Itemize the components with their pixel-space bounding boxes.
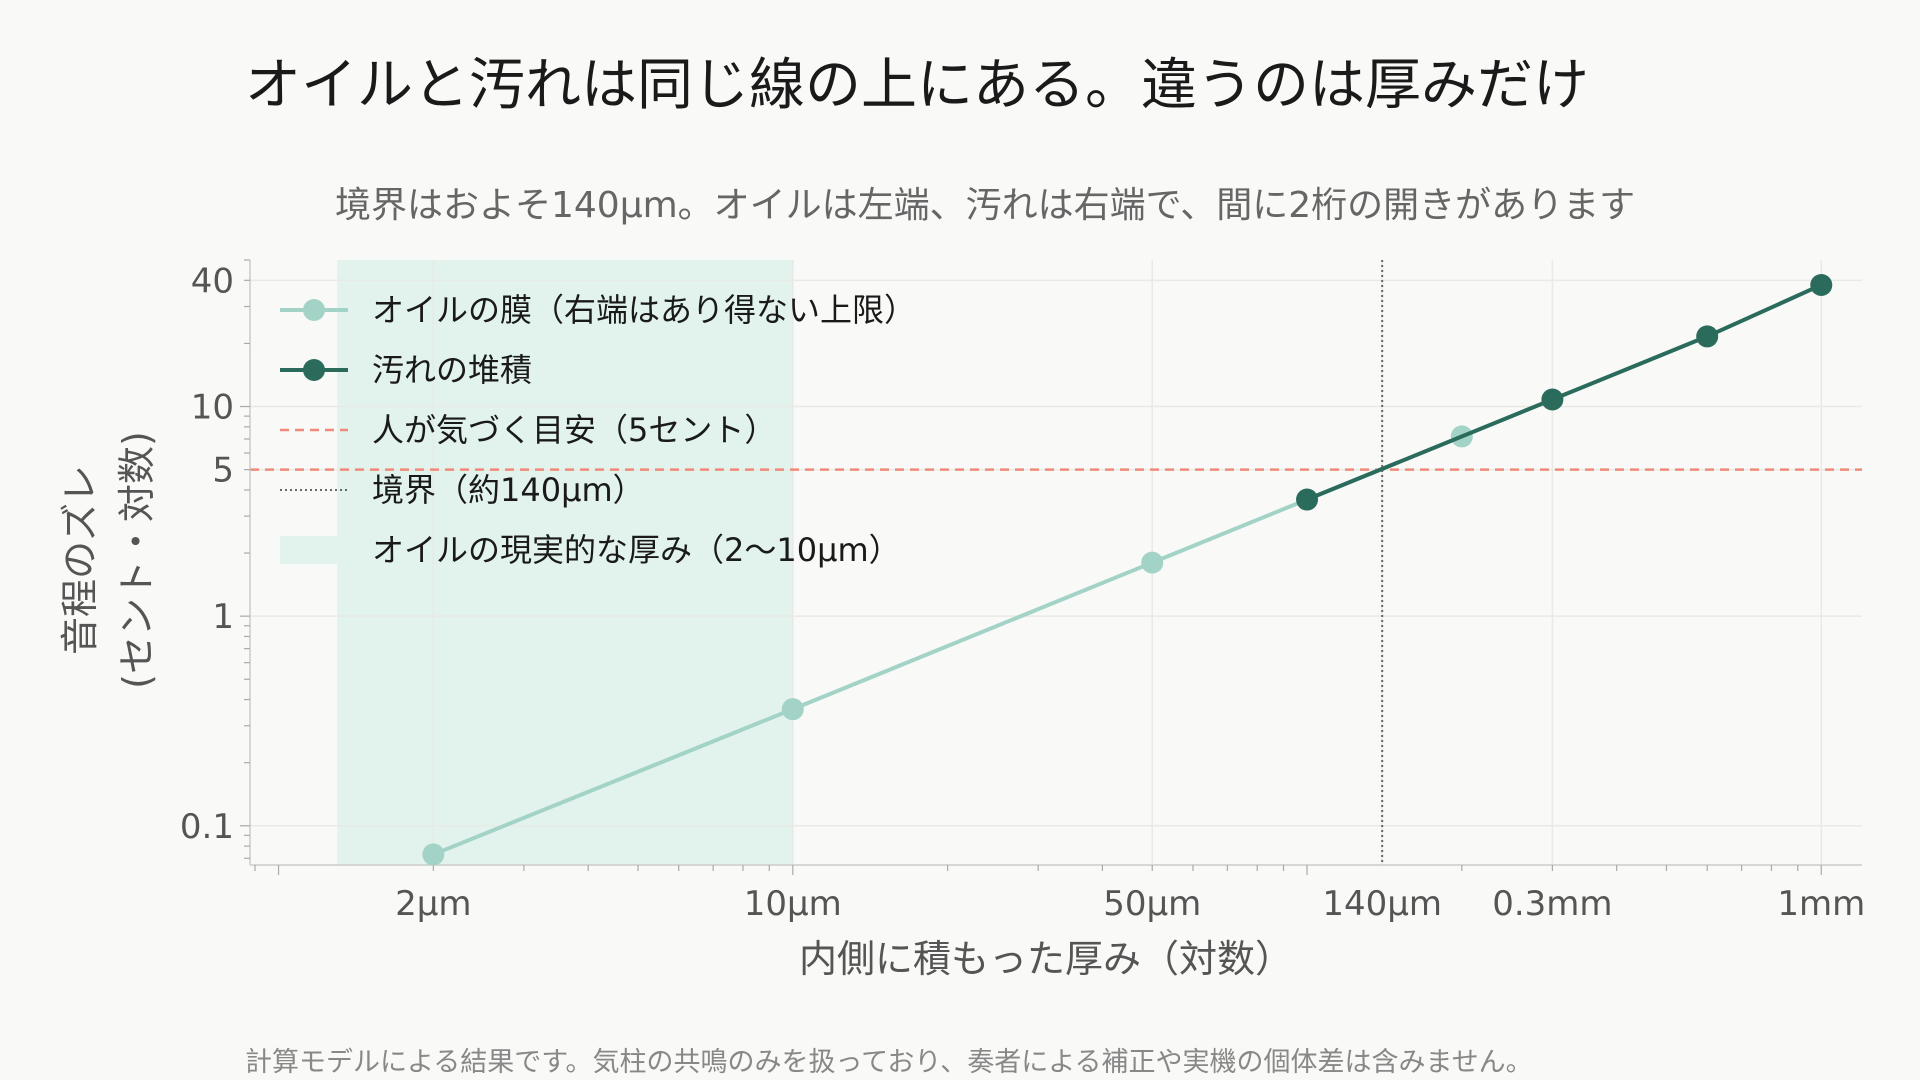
legend-boundary-label: 境界（約140μm） — [372, 471, 645, 509]
x-tick-label-1: 10μm — [744, 884, 842, 924]
x-tick-label-2: 50μm — [1103, 884, 1201, 924]
legend-threshold-label: 人が気づく目安（5セント） — [372, 411, 776, 449]
legend-band-swatch — [280, 536, 348, 564]
x-tick-label-3: 140μm — [1322, 884, 1442, 924]
x-tick-label-5: 1mm — [1777, 884, 1865, 924]
series-line-1 — [1306, 283, 1823, 502]
series-1-point-0 — [1296, 488, 1319, 511]
x-tick-label-0: 2μm — [395, 884, 471, 924]
series-1-point-1 — [1541, 388, 1564, 411]
series-1-point-3 — [1810, 273, 1833, 296]
y-tick-label-2: 5 — [212, 451, 234, 491]
legend-dirt-label: 汚れの堆積 — [372, 351, 532, 389]
oil-realistic-band — [337, 260, 793, 865]
series-0-point-1 — [781, 698, 804, 721]
x-axis-title: 内側に積もった厚み（対数） — [799, 937, 1293, 981]
legend-oil-label: オイルの膜（右端はあり得ない上限） — [372, 291, 916, 329]
legend-dirt-marker — [303, 359, 325, 381]
legend-oil-marker — [303, 299, 325, 321]
series-1-point-2 — [1696, 325, 1719, 348]
y-axis-title-line1: 音程のズレ — [58, 465, 102, 655]
series-0-point-2 — [1141, 551, 1164, 574]
y-tick-label-1: 1 — [212, 597, 234, 637]
chart-subtitle: 境界はおよそ140μm。オイルは左端、汚れは右端で、間に2桁の開きがあります — [335, 185, 1636, 226]
legend-band-label: オイルの現実的な厚み（2〜10μm） — [372, 531, 901, 569]
y-tick-label-3: 10 — [191, 388, 234, 428]
chart-title: オイルと汚れは同じ線の上にある。違うのは厚みだけ — [245, 53, 1589, 118]
y-axis-title-line2: (セント・対数) — [115, 431, 159, 689]
y-tick-label-0: 0.1 — [180, 807, 234, 847]
y-tick-label-4: 40 — [191, 261, 234, 301]
series-0-point-0 — [422, 843, 445, 866]
footnote: 計算モデルによる結果です。気柱の共鳴のみを扱っており、奏者による補正や実機の個体… — [245, 1047, 1533, 1078]
x-tick-label-4: 0.3mm — [1492, 884, 1612, 924]
